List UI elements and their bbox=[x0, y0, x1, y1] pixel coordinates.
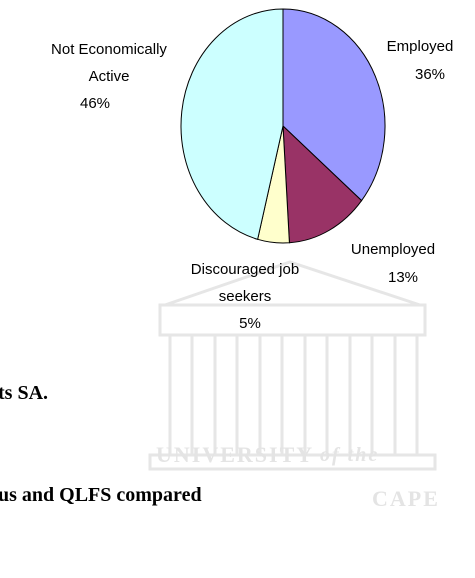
column bbox=[213, 333, 239, 457]
entablature bbox=[158, 303, 427, 337]
column bbox=[393, 333, 419, 457]
column bbox=[258, 333, 284, 457]
slice-value-label: 36% bbox=[414, 66, 446, 83]
pie-slice bbox=[282, 8, 386, 202]
column bbox=[348, 333, 374, 457]
text-line: ts SA. bbox=[0, 382, 49, 404]
slice-value-label: 46% bbox=[79, 95, 111, 112]
pie-slice bbox=[282, 124, 363, 244]
column bbox=[303, 333, 329, 457]
text-line: us and QLFS compared bbox=[0, 484, 202, 506]
slice-value-label: 13% bbox=[387, 269, 419, 286]
watermark-text: of the bbox=[320, 444, 380, 466]
pie-slice bbox=[180, 8, 284, 240]
watermark-building bbox=[148, 260, 437, 471]
base bbox=[148, 453, 437, 471]
watermark-text: CAPE bbox=[372, 486, 440, 511]
slice-label: Employed bbox=[386, 38, 454, 55]
slice-label: Not Economically Active bbox=[51, 41, 167, 85]
slice-label: Unemployed bbox=[350, 241, 436, 258]
slice-label: Discouraged job seekers bbox=[190, 261, 300, 305]
watermark-text: UNIVERSITY bbox=[156, 442, 315, 467]
slice-value-label: 5% bbox=[239, 315, 261, 332]
column bbox=[168, 333, 194, 457]
